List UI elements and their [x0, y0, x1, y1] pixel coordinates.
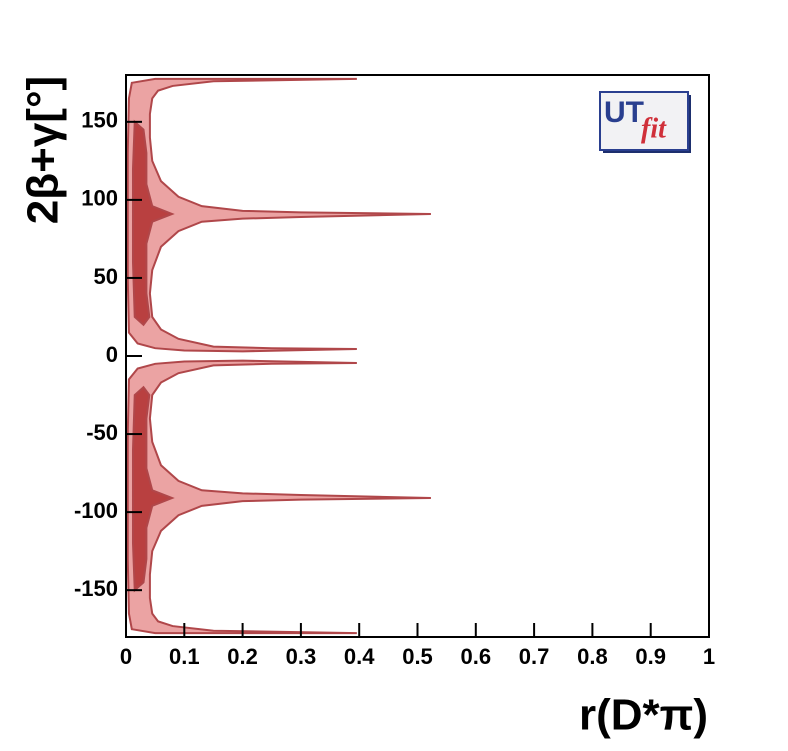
y-tick-label: 0 [106, 342, 118, 367]
contour-region [126, 77, 431, 353]
logo-fit: fit [641, 113, 667, 144]
y-tick-label: -150 [74, 576, 118, 601]
x-tick-label: 0.4 [344, 644, 375, 669]
x-tick-label: 0.1 [169, 644, 200, 669]
contour-region [131, 119, 175, 327]
y-tick-label: 50 [94, 264, 118, 289]
plot-area [126, 77, 431, 635]
x-axis-label: r(D*π) [579, 691, 708, 740]
x-tick-label: 0.9 [635, 644, 666, 669]
logo: UT fit [599, 91, 691, 153]
x-tick-label: 0.7 [519, 644, 550, 669]
x-tick-label: 0.8 [577, 644, 608, 669]
contour-region [131, 385, 175, 593]
x-tick-label: 1 [703, 644, 715, 669]
y-axis-label: 2β+γ[°] [19, 76, 68, 224]
x-tick-label: 0.3 [286, 644, 317, 669]
logo-ut: UT [604, 96, 644, 129]
x-tick-label: 0.5 [402, 644, 433, 669]
y-tick-label: 150 [81, 108, 118, 133]
x-tick-label: 0.6 [461, 644, 492, 669]
logo-box [599, 91, 689, 151]
contour-region [126, 359, 431, 635]
x-tick-label: 0.2 [227, 644, 258, 669]
y-tick-label: -100 [74, 498, 118, 523]
x-tick-label: 0 [120, 644, 132, 669]
y-tick-label: -50 [86, 420, 118, 445]
y-tick-label: 100 [81, 186, 118, 211]
